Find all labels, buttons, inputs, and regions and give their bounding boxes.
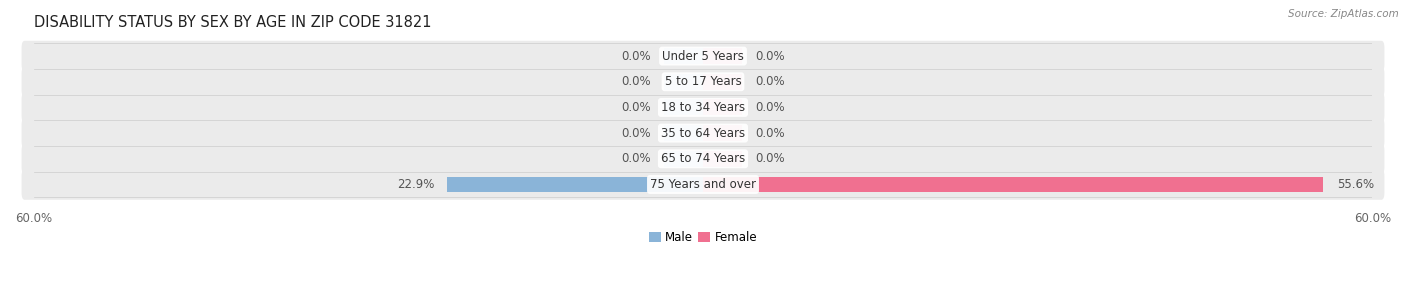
- Text: Under 5 Years: Under 5 Years: [662, 50, 744, 63]
- FancyBboxPatch shape: [21, 92, 1385, 123]
- Legend: Male, Female: Male, Female: [644, 227, 762, 249]
- Text: 0.0%: 0.0%: [755, 152, 785, 165]
- Bar: [703, 74, 742, 90]
- FancyBboxPatch shape: [21, 66, 1385, 97]
- Bar: [703, 125, 742, 141]
- Bar: [447, 177, 703, 192]
- Bar: [664, 125, 703, 141]
- Text: 18 to 34 Years: 18 to 34 Years: [661, 101, 745, 114]
- FancyBboxPatch shape: [21, 41, 1385, 71]
- Text: Source: ZipAtlas.com: Source: ZipAtlas.com: [1288, 9, 1399, 19]
- Text: 0.0%: 0.0%: [621, 50, 651, 63]
- FancyBboxPatch shape: [21, 169, 1385, 200]
- Text: 65 to 74 Years: 65 to 74 Years: [661, 152, 745, 165]
- Text: 0.0%: 0.0%: [755, 75, 785, 88]
- Text: 22.9%: 22.9%: [396, 178, 434, 191]
- Text: 0.0%: 0.0%: [621, 152, 651, 165]
- Text: 35 to 64 Years: 35 to 64 Years: [661, 127, 745, 140]
- FancyBboxPatch shape: [21, 143, 1385, 174]
- Text: 0.0%: 0.0%: [755, 50, 785, 63]
- Bar: [703, 99, 742, 115]
- Bar: [664, 48, 703, 64]
- Bar: [664, 74, 703, 90]
- Bar: [664, 99, 703, 115]
- Text: 5 to 17 Years: 5 to 17 Years: [665, 75, 741, 88]
- Text: 75 Years and over: 75 Years and over: [650, 178, 756, 191]
- Text: 0.0%: 0.0%: [755, 127, 785, 140]
- FancyBboxPatch shape: [21, 118, 1385, 149]
- Text: 0.0%: 0.0%: [621, 127, 651, 140]
- Text: 0.0%: 0.0%: [621, 101, 651, 114]
- Bar: [703, 48, 742, 64]
- Text: 0.0%: 0.0%: [621, 75, 651, 88]
- Text: 0.0%: 0.0%: [755, 101, 785, 114]
- Text: 55.6%: 55.6%: [1337, 178, 1374, 191]
- Bar: [703, 177, 1323, 192]
- Text: DISABILITY STATUS BY SEX BY AGE IN ZIP CODE 31821: DISABILITY STATUS BY SEX BY AGE IN ZIP C…: [34, 15, 432, 30]
- Bar: [703, 151, 742, 167]
- Bar: [664, 151, 703, 167]
